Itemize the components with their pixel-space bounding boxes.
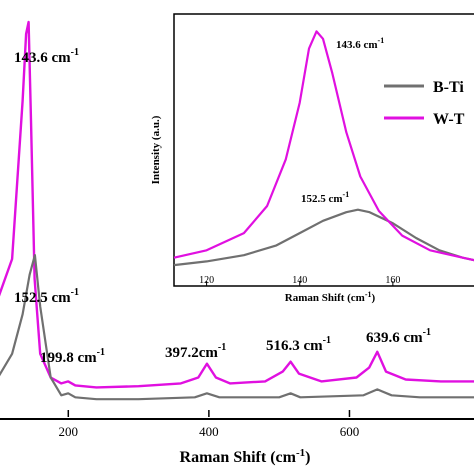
main-x-tick-label: 200 <box>59 424 79 439</box>
main-peak-label-5-text: 639.6 cm <box>366 330 423 346</box>
inset-peak-label-0-text: 143.6 cm <box>336 39 378 51</box>
main-peak-label-1: 152.5 cm-1 <box>14 287 79 306</box>
main-peak-label-0-text: 143.6 cm <box>14 50 71 66</box>
main-x-axis-title-text: Raman Shift (cm <box>180 449 297 466</box>
main-series-group <box>0 20 474 401</box>
main-peak-label-2: 199.8 cm-1 <box>40 347 105 366</box>
inset-peak-label-0-sup: -1 <box>378 36 385 45</box>
main-peak-label-3-text: 397.2cm <box>165 345 218 361</box>
inset-x-tick-label: 140 <box>292 275 307 286</box>
main-series-line-0 <box>0 20 474 389</box>
main-x-axis-title-close: ) <box>305 449 310 466</box>
inset-x-axis-title: Raman Shift (cm-1) <box>285 290 376 304</box>
inset-peak-label-1-sup: -1 <box>343 190 350 199</box>
inset-series-group <box>173 30 474 267</box>
inset-x-axis-title-close: ) <box>372 292 376 304</box>
main-peak-label-4-text: 516.3 cm <box>266 338 323 354</box>
inset-background <box>173 13 474 287</box>
inset-series-line-0 <box>173 208 474 267</box>
main-plot-frame <box>0 418 474 420</box>
main-series-line-1 <box>0 254 474 401</box>
inset-x-tick-label: 120 <box>199 275 214 286</box>
inset-legend: B-Ti W-T <box>384 79 465 128</box>
main-peak-label-0-sup: -1 <box>71 47 79 58</box>
main-peak-label-3: 397.2cm-1 <box>165 342 226 361</box>
legend-label-1: W-T <box>433 111 465 128</box>
main-x-ticks: 200 400 600 <box>59 410 360 439</box>
legend-label-0: B-Ti <box>433 79 464 96</box>
main-peak-label-4: 516.3 cm-1 <box>266 335 331 354</box>
inset-x-axis-title-text: Raman Shift (cm <box>285 292 365 304</box>
inset-peak-label-1-text: 152.5 cm <box>301 193 343 205</box>
main-peak-label-0: 143.6 cm-1 <box>14 47 79 66</box>
inset-x-axis-title-sup: -1 <box>365 290 372 299</box>
inset-x-ticks: 120 140 160 <box>199 275 400 286</box>
main-peak-label-5-sup: -1 <box>423 327 431 338</box>
main-x-tick-label: 600 <box>340 424 360 439</box>
main-peak-label-1-sup: -1 <box>71 287 79 298</box>
inset-peak-label-1: 152.5 cm-1 <box>301 190 349 205</box>
inset-y-axis-title: Intensity (a.u.) <box>150 115 162 184</box>
main-peak-label-5: 639.6 cm-1 <box>366 327 431 346</box>
main-x-axis-title: Raman Shift (cm-1) <box>180 447 311 466</box>
inset-series-line-1 <box>173 30 474 262</box>
main-peak-label-3-sup: -1 <box>218 342 226 353</box>
main-peak-label-4-sup: -1 <box>323 335 331 346</box>
main-x-tick-label: 400 <box>199 424 219 439</box>
inset-x-tick-label: 160 <box>385 275 400 286</box>
inset-peak-label-0: 143.6 cm-1 <box>336 36 384 51</box>
main-peak-label-2-text: 199.8 cm <box>40 350 97 366</box>
main-peak-label-1-text: 152.5 cm <box>14 290 71 306</box>
main-x-axis-title-sup: -1 <box>296 447 305 459</box>
main-peak-label-2-sup: -1 <box>97 347 105 358</box>
